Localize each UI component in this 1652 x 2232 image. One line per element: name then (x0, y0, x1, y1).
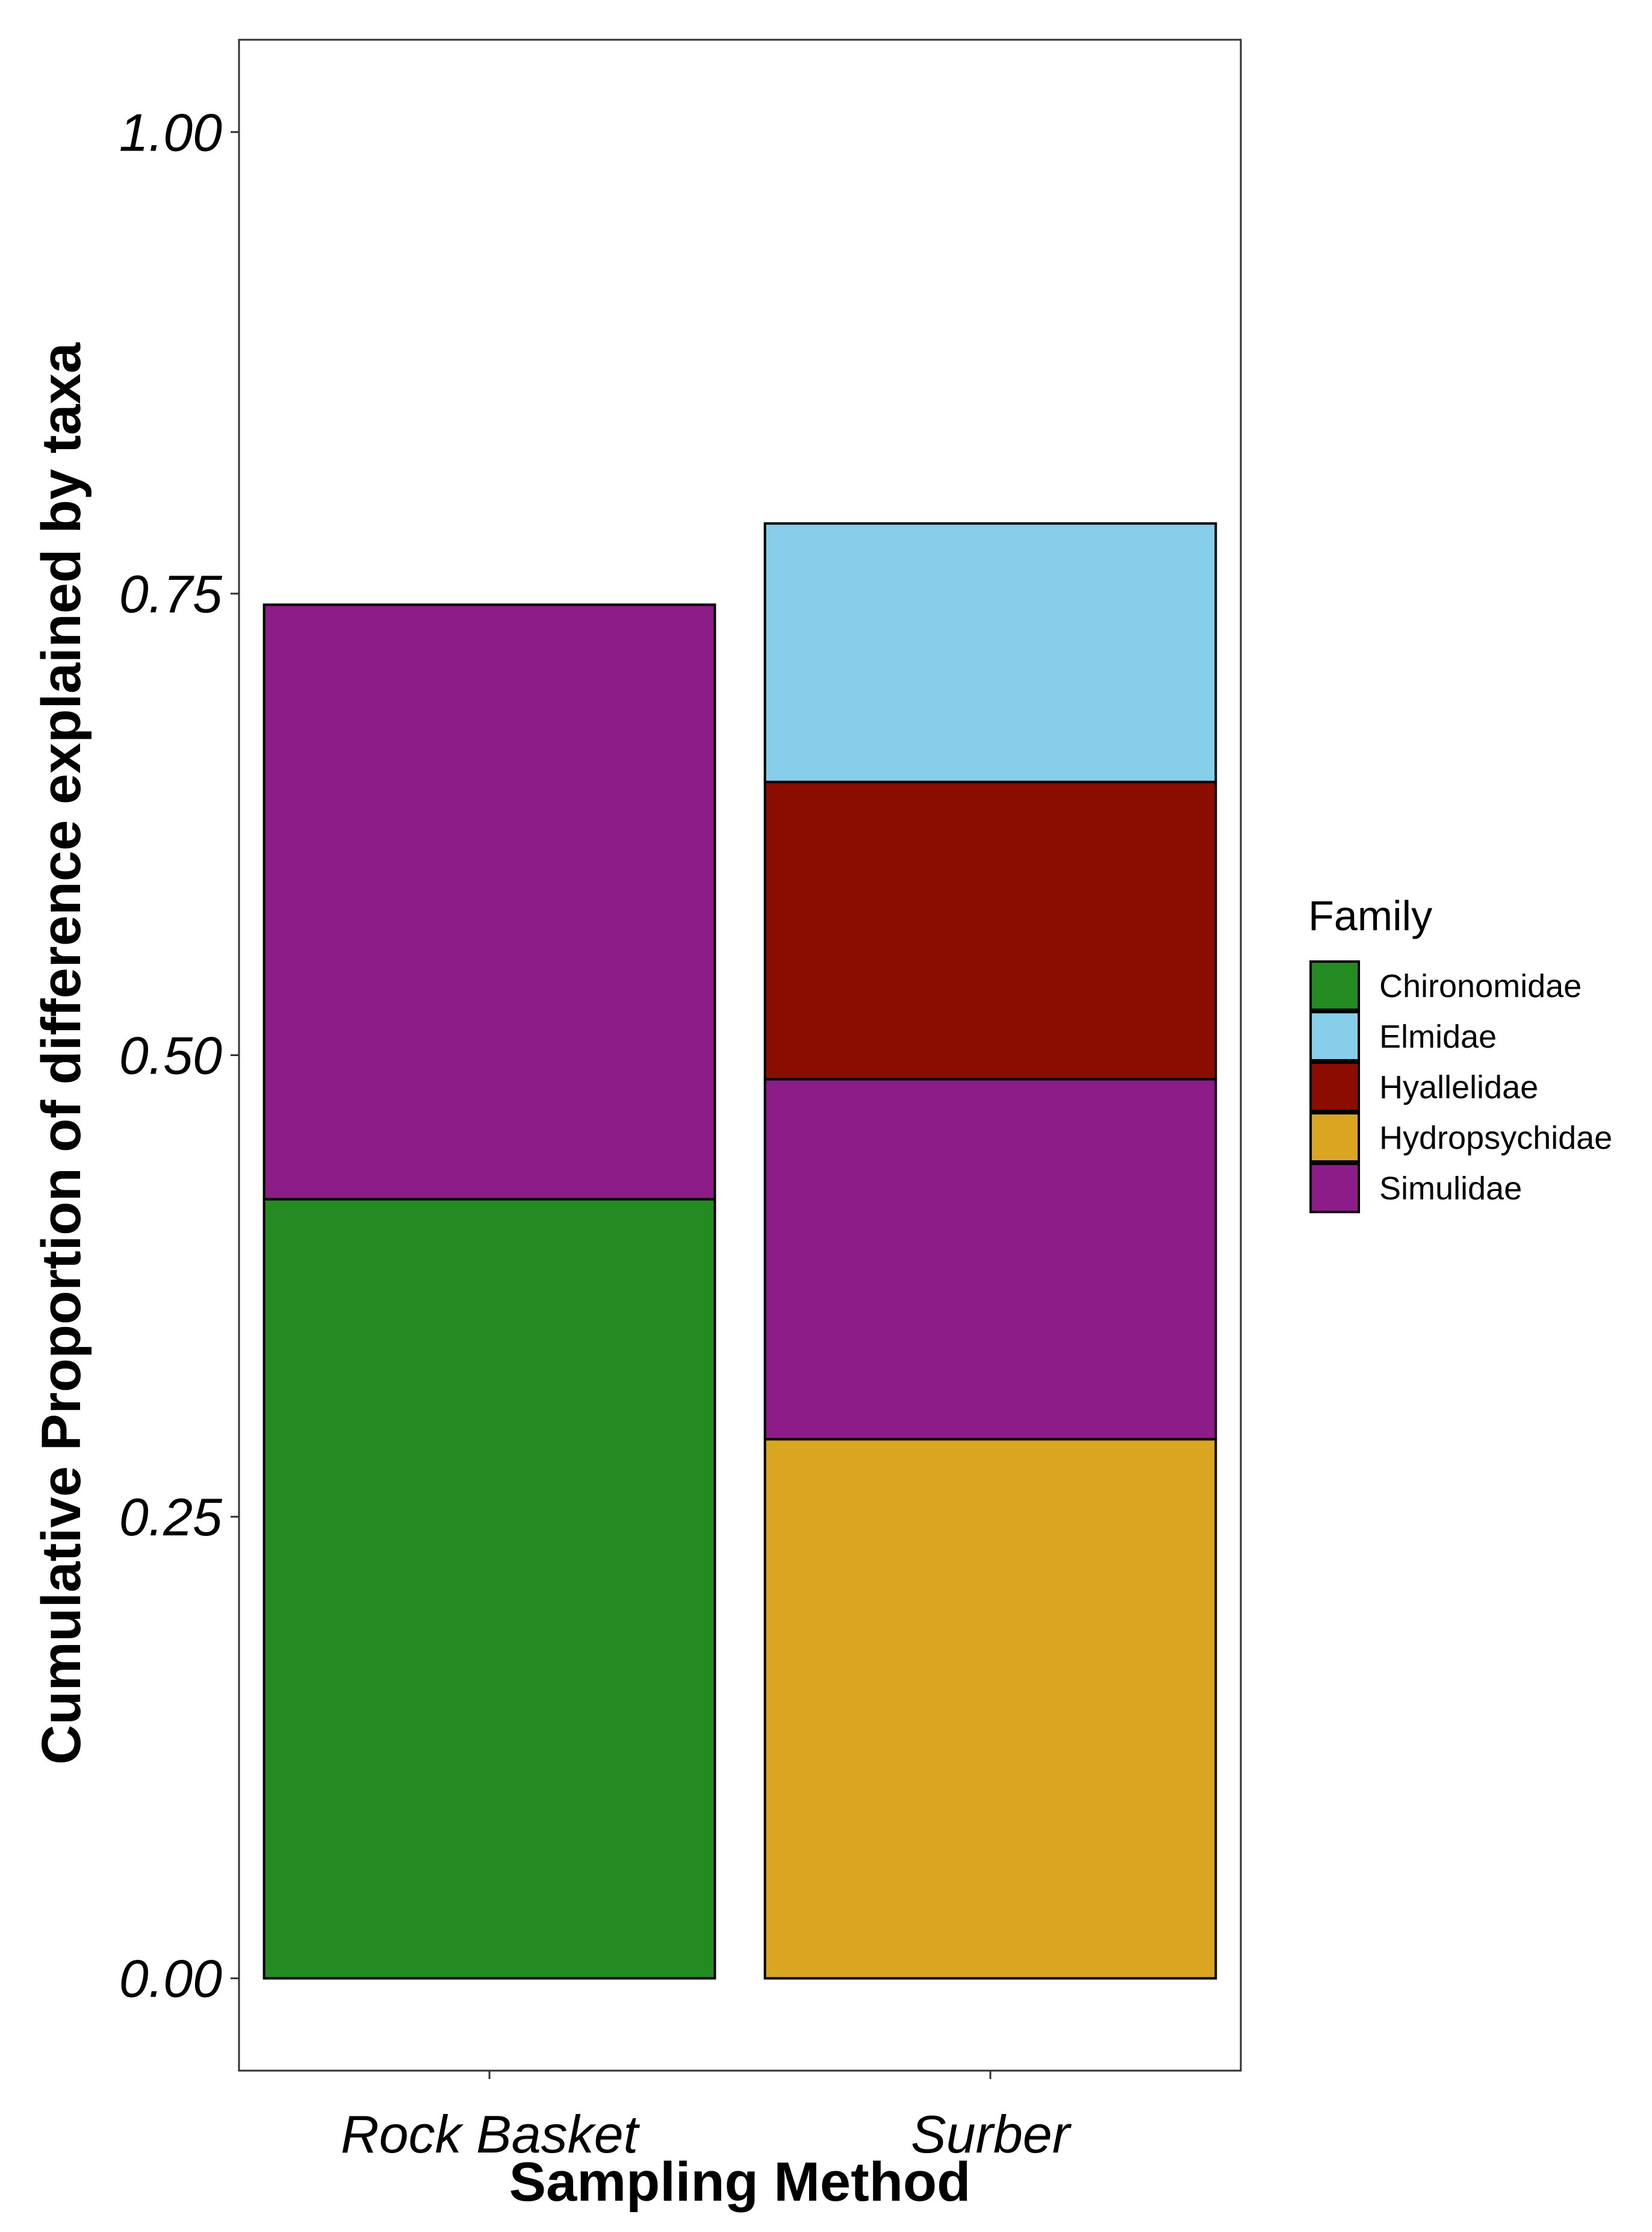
y-tick-label: 0.00 (119, 1949, 222, 2009)
bar-segment-rock-basket-simulidae (262, 603, 716, 1201)
bar-segment-surber-hyallelidae (763, 780, 1217, 1081)
y-tick-label: 0.50 (119, 1026, 222, 1086)
y-tick-label: 0.75 (119, 564, 223, 624)
y-axis: 0.00 0.25 0.50 0.75 1.00 (119, 102, 239, 2009)
legend-label-simulidae: Simulidae (1379, 1170, 1522, 1207)
bar-segment-rock-basket-chironomidae (262, 1198, 716, 1980)
x-tick-label: Surber (911, 2104, 1072, 2164)
bar-segment-surber-simulidae (763, 1078, 1217, 1441)
legend-label-hyallelidae: Hyallelidae (1379, 1069, 1538, 1105)
x-axis-title: Sampling Method (509, 2151, 971, 2213)
y-tick-label: 1.00 (119, 102, 222, 162)
legend-key-hyallelidae (1309, 1062, 1360, 1112)
legend-label-chironomidae: Chironomidae (1379, 968, 1582, 1004)
legend-key-chironomidae (1309, 960, 1360, 1011)
legend-key-hydropsychidae (1309, 1112, 1360, 1163)
legend-label-hydropsychidae: Hydropsychidae (1379, 1120, 1612, 1156)
legend-key-simulidae (1309, 1163, 1360, 1213)
legend-items: Chironomidae Elmidae Hyallelidae Hydropsych… (1309, 960, 1612, 1213)
bars (262, 522, 1217, 1980)
legend-key-elmidae (1309, 1011, 1360, 1062)
legend-title: Family (1308, 892, 1432, 939)
y-tick-label: 0.25 (119, 1487, 223, 1547)
legend: Family Chironomidae Elmidae Hyallelidae Hyd… (1308, 892, 1612, 1213)
x-tick-label: Rock Basket (341, 2104, 641, 2164)
bar-segment-surber-hydropsychidae (763, 1438, 1217, 1980)
legend-label-elmidae: Elmidae (1379, 1019, 1497, 1055)
bar-segment-surber-elmidae (763, 522, 1217, 783)
y-axis-title: Cumulative Proportion of difference expl… (31, 342, 92, 1765)
x-axis: Rock Basket Surber (341, 2071, 1072, 2164)
